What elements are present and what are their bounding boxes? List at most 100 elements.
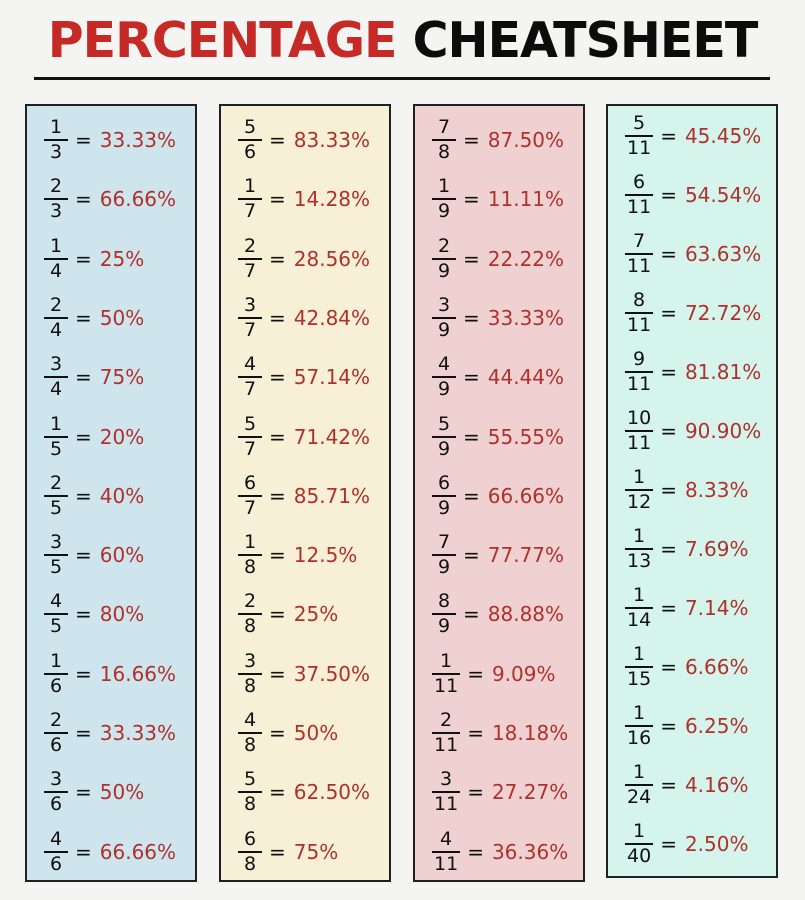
numerator: 3 [437,293,451,316]
denominator: 8 [243,734,257,756]
percentage-value: 50% [99,780,145,805]
fraction-bar [432,732,461,734]
fraction-bar [625,430,654,432]
denominator: 6 [49,734,63,756]
numerator: 2 [243,234,257,257]
numerator: 1 [633,643,646,665]
fraction-bar [238,139,262,141]
fraction-bar [432,198,456,201]
equals-sign: = [75,424,92,449]
denominator: 7 [243,318,257,341]
equals-sign: = [660,301,677,325]
fraction-entry: 4 5 = 80% [44,586,144,642]
numerator: 2 [440,709,453,731]
fraction-entry: 2 3 = 66.66% [44,171,176,227]
equals-sign: = [75,839,92,864]
numerator: 1 [633,525,646,547]
equals-sign: = [75,483,92,508]
denominator: 11 [434,674,459,697]
denominator: 9 [437,259,451,282]
denominator: 8 [243,793,257,816]
denominator: 8 [243,674,257,697]
title-underline [34,77,770,80]
numerator: 4 [49,827,63,850]
fraction-bar [44,554,68,557]
numerator: 3 [49,531,63,554]
denominator: 5 [49,615,63,638]
percentage-value: 14.28% [293,187,371,212]
fraction-entry: 2 4 = 50% [44,290,144,346]
numerator: 2 [243,590,257,613]
fraction-entry: 6 8 = 75% [238,824,338,880]
numerator: 4 [243,709,257,731]
percentage-value: 57.14% [293,365,371,390]
denominator: 7 [243,437,257,460]
fraction: 6 11 [625,171,654,218]
denominator: 9 [437,318,451,341]
denominator: 9 [437,556,451,579]
fraction-entry: 6 9 = 66.66% [432,468,564,524]
denominator: 5 [49,556,63,579]
denominator: 6 [49,793,63,816]
equals-sign: = [463,187,480,212]
denominator: 4 [49,318,63,341]
numerator: 4 [437,353,451,376]
column-4 [606,104,778,878]
numerator: 3 [243,293,257,316]
numerator: 5 [633,112,646,134]
percentage-value: 81.81% [684,360,762,384]
fraction-entry: 3 5 = 60% [44,527,144,583]
numerator: 8 [633,289,646,311]
numerator: 1 [633,761,646,783]
percentage-value: 18.18% [491,721,569,745]
equals-sign: = [75,187,92,212]
equals-sign: = [269,305,286,330]
numerator: 4 [49,590,63,613]
percentage-value: 83.33% [293,128,371,152]
fraction-bar [238,198,262,201]
denominator: 6 [49,852,63,875]
denominator: 11 [627,314,652,336]
equals-sign: = [660,773,677,797]
fraction-bar [44,198,68,201]
fraction-bar [432,554,456,557]
percentage-value: 7.14% [684,596,749,620]
equals-sign: = [660,537,677,561]
percentage-value: 33.33% [99,128,177,152]
fraction: 7 11 [625,231,654,277]
fraction: 1 13 [625,525,654,572]
numerator: 6 [243,827,257,850]
numerator: 10 [627,407,652,429]
equals-sign: = [75,780,92,805]
equals-sign: = [75,128,92,152]
equals-sign: = [269,780,286,805]
numerator: 6 [633,171,646,193]
percentage-value: 66.66% [99,187,177,212]
denominator: 7 [243,200,257,223]
denominator: 5 [49,437,63,460]
denominator: 7 [243,259,257,282]
percentage-value: 40% [99,483,145,508]
denominator: 8 [437,141,451,163]
numerator: 1 [49,116,63,138]
fraction: 10 11 [625,407,654,454]
fraction-bar [238,316,262,319]
fraction-entry: 1 24 = 4.16% [625,757,749,813]
equals-sign: = [660,242,677,266]
numerator: 6 [437,471,451,494]
fraction-entry: 2 6 = 33.33% [44,705,176,761]
fraction: 1 40 [625,821,654,867]
percentage-value: 45.45% [684,124,762,148]
fraction-entry: 5 8 = 62.50% [238,764,370,820]
fraction-bar [432,850,461,853]
fraction-entry: 2 5 = 40% [44,468,144,524]
